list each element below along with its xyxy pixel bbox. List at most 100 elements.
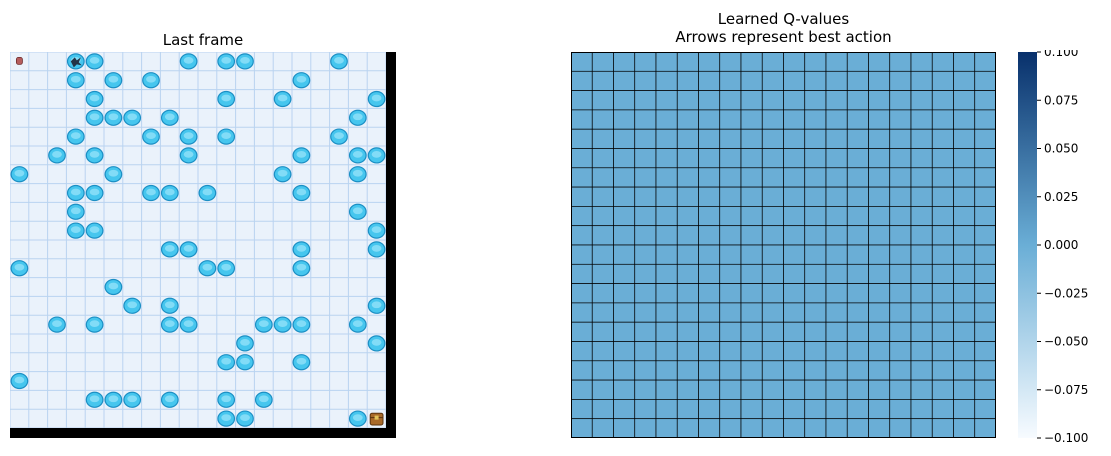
heatmap-cell [571,244,593,265]
colorbar-tick-label: −0.075 [1044,383,1088,397]
hole-tile [123,109,142,126]
heatmap-cell [825,399,848,420]
heatmap-cell [719,52,742,72]
heatmap-cell [953,70,976,91]
heatmap-cell [719,263,742,284]
hole-tile [85,147,104,164]
heatmap-cell [676,206,699,227]
heatmap-cell [634,206,657,227]
heatmap-cell [655,360,678,381]
colorbar-tick-label: −0.100 [1044,431,1088,442]
heatmap-cell [783,90,806,111]
heatmap-cell [783,379,806,400]
heatmap-cell [634,244,657,265]
heatmap-cell [591,90,614,111]
heatmap-cell [889,263,912,284]
heatmap-cell [889,90,912,111]
heatmap-cell [953,90,976,111]
heatmap-cell [761,148,784,169]
heatmap-cell [655,148,678,169]
heatmap-cell [804,244,827,265]
heatmap-cell [889,302,912,323]
hole-tile [123,297,142,314]
heatmap-cell [655,283,678,304]
heatmap-cell [655,399,678,420]
heatmap-cell [613,302,636,323]
colorbar-tick-label: 0.000 [1044,238,1078,252]
heatmap-cell [974,263,996,284]
heatmap-cell [655,90,678,111]
hole-tile [179,316,198,333]
hole-tile [123,391,142,408]
heatmap-cell [868,263,891,284]
last-frame-image [10,52,396,438]
heatmap-cell [953,379,976,400]
heatmap-cell [868,399,891,420]
heatmap-cell [889,341,912,362]
hole-tile [367,297,386,314]
heatmap-cell [825,379,848,400]
heatmap-cell [740,225,763,246]
heatmap-cell [846,167,869,188]
heatmap-cell [783,399,806,420]
heatmap-cell [868,321,891,342]
heatmap-cell [868,302,891,323]
heatmap-cell [931,167,954,188]
heatmap-cell [910,90,933,111]
heatmap-cell [974,70,996,91]
heatmap-cell [634,70,657,91]
heatmap-cell [825,52,848,72]
hole-tile [367,222,386,239]
hole-tile [292,260,311,277]
hole-tile [179,53,198,70]
heatmap-cell [804,399,827,420]
heatmap-cell [676,109,699,130]
hole-tile [10,166,29,183]
heatmap-cell [868,52,891,72]
heatmap-cell [698,341,721,362]
heatmap-cell [613,399,636,420]
heatmap-cell [740,341,763,362]
heatmap-cell [634,302,657,323]
hole-tile [348,316,367,333]
heatmap-cell [846,109,869,130]
hole-tile [292,147,311,164]
heatmap-cell [613,321,636,342]
heatmap-cell [676,70,699,91]
heatmap-cell [804,206,827,227]
heatmap-cell [698,263,721,284]
heatmap-cell [591,206,614,227]
heatmap-cell [974,399,996,420]
heatmap-cell [613,244,636,265]
heatmap-cell [613,109,636,130]
heatmap-cell [740,283,763,304]
heatmap-cell [571,90,593,111]
heatmap-cell [931,186,954,207]
heatmap-cell [698,206,721,227]
heatmap-cell [931,128,954,149]
heatmap-cell [591,148,614,169]
heatmap-cell [719,70,742,91]
heatmap-cell [676,148,699,169]
heatmap-cell [953,206,976,227]
hole-tile [236,53,254,70]
heatmap-cell [846,52,869,72]
heatmap-cell [974,360,996,381]
heatmap-cell [804,263,827,284]
hole-tile [330,128,348,145]
heatmap-cell [846,206,869,227]
heatmap-cell [868,186,891,207]
hole-tile [104,109,123,126]
heatmap-cell [698,167,721,188]
heatmap-cell [910,167,933,188]
colorbar-tick-label: −0.025 [1044,286,1088,300]
heatmap-cell [655,128,678,149]
heatmap-cell [591,283,614,304]
heatmap-cell [740,418,763,438]
heatmap-cell [974,302,996,323]
heatmap-cell [740,244,763,265]
heatmap-cell [889,379,912,400]
heatmap-cell [889,148,912,169]
heatmap-cell [740,360,763,381]
heatmap-cell [761,109,784,130]
